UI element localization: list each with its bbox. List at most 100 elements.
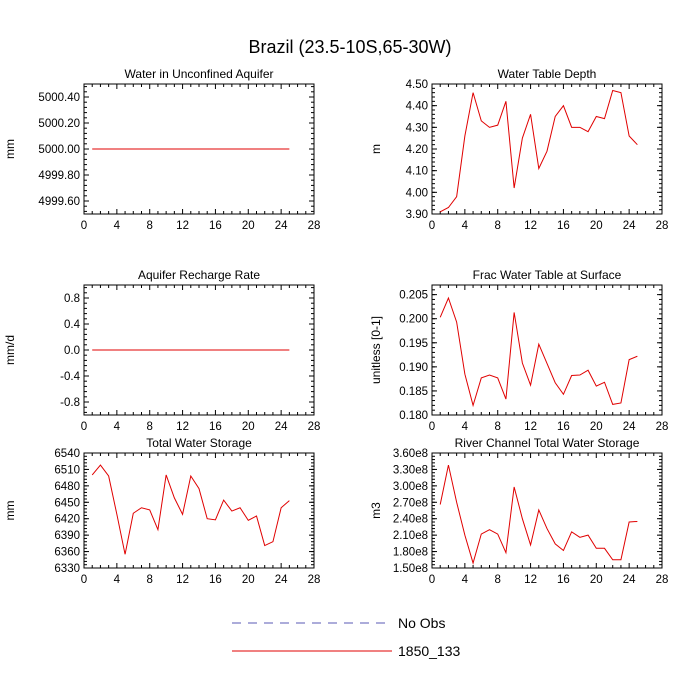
y-tick-label: 1.80e8 (393, 547, 428, 559)
y-tick-label: 1.50e8 (393, 563, 428, 575)
y-tick-label: 4.10 (406, 166, 428, 178)
series-line-1850_133 (439, 296, 638, 408)
x-tick-label: 28 (656, 220, 669, 232)
legend-label-2: 1850_133 (398, 643, 461, 659)
panel-4: Frac Water Table at Surface 0 4 8 12 16 20 24 28… (369, 268, 668, 433)
x-tick-label: 4 (114, 421, 121, 433)
x-tick-label: 0 (429, 574, 435, 586)
x-tick-label: 24 (623, 421, 636, 433)
y-tick-label: 3.90 (406, 209, 428, 221)
x-tick-label: 4 (462, 421, 469, 433)
x-tick-label: 12 (524, 220, 537, 232)
x-tick-label: 8 (495, 220, 501, 232)
y-tick-label: -0.8 (60, 397, 80, 409)
x-tick-label: 0 (429, 220, 435, 232)
y-tick-label: 2.70e8 (393, 497, 428, 509)
y-tick-label: 0.4 (64, 319, 81, 331)
x-tick-label: 12 (176, 574, 189, 586)
x-tick-label: 24 (275, 421, 288, 433)
y-tick-label: 5000.00 (38, 144, 80, 156)
y-tick-label: 4.00 (406, 187, 428, 199)
panel-3: Aquifer Recharge Rate 0 4 8 12 16 20 24 28 0.8 0.4… (3, 268, 320, 433)
series-line-1850_133 (439, 464, 638, 565)
x-tick-label: 20 (242, 421, 255, 433)
y-tick-label: 4999.80 (38, 170, 80, 182)
y-axis-label: mm/d (3, 335, 17, 365)
x-tick-label: 0 (81, 220, 87, 232)
x-tick-label: 24 (275, 574, 288, 586)
y-tick-label: 4.50 (406, 79, 428, 91)
y-tick-label: 6360 (54, 547, 80, 559)
x-tick-label: 8 (147, 574, 153, 586)
panel-5: Total Water Storage 0 4 8 12 16 20 24 28 6540 6510… (3, 436, 320, 586)
y-tick-label: 0.205 (399, 290, 428, 302)
y-tick-label: 2.10e8 (393, 530, 428, 542)
y-tick-label: 2.40e8 (393, 514, 428, 526)
x-tick-label: 28 (308, 220, 321, 232)
x-tick-label: 8 (495, 574, 501, 586)
x-tick-label: 28 (308, 574, 321, 586)
y-tick-label: 4.30 (406, 122, 428, 134)
x-tick-label: 28 (656, 421, 669, 433)
y-tick-label: 0.195 (399, 338, 428, 350)
plot-frame (431, 452, 663, 569)
x-tick-label: 4 (462, 220, 469, 232)
x-tick-label: 16 (209, 574, 222, 586)
plot-frame (431, 284, 663, 416)
x-tick-label: 4 (114, 220, 121, 232)
y-tick-label: 5000.20 (38, 118, 80, 130)
panel-title: River Channel Total Water Storage (455, 436, 640, 450)
series-line-1850_133 (439, 89, 638, 213)
x-tick-label: 8 (495, 421, 501, 433)
x-tick-label: 0 (429, 421, 435, 433)
y-tick-label: 4.20 (406, 144, 428, 156)
y-tick-label: 3.30e8 (393, 464, 428, 476)
x-tick-label: 16 (557, 421, 570, 433)
legend: No Obs 1850_133 (232, 615, 461, 659)
y-tick-label: 6450 (54, 497, 80, 509)
x-tick-label: 12 (176, 220, 189, 232)
x-tick-label: 28 (308, 421, 321, 433)
x-tick-label: 24 (275, 220, 288, 232)
y-tick-label: 0.190 (399, 362, 428, 374)
y-tick-label: 6330 (54, 563, 80, 575)
panel-title: Water in Unconfined Aquifer (125, 67, 274, 81)
x-tick-label: 20 (242, 220, 255, 232)
x-tick-label: 16 (209, 421, 222, 433)
x-tick-label: 12 (524, 574, 537, 586)
x-tick-label: 20 (590, 220, 603, 232)
y-tick-label: 3.60e8 (393, 448, 428, 460)
y-tick-label: 4.40 (406, 101, 428, 113)
panel-2: Water Table Depth 0 4 8 12 16 20 24 28 4.50 4.40 4.… (369, 67, 668, 232)
x-tick-label: 0 (81, 574, 87, 586)
y-tick-label: 0.185 (399, 386, 428, 398)
series-line-1850_133 (91, 464, 290, 555)
x-tick-label: 24 (623, 220, 636, 232)
y-axis-label: mm (3, 501, 17, 521)
panel-title: Frac Water Table at Surface (473, 268, 622, 282)
y-tick-label: 5000.40 (38, 92, 80, 104)
y-tick-label: 0.0 (64, 345, 80, 357)
x-tick-label: 0 (81, 421, 87, 433)
panel-1: Water in Unconfined Aquifer 0 4 8 12 16 20 24 28… (3, 67, 320, 232)
x-tick-label: 28 (656, 574, 669, 586)
panel-title: Aquifer Recharge Rate (138, 268, 260, 282)
x-tick-label: 20 (590, 421, 603, 433)
x-tick-label: 4 (462, 574, 469, 586)
y-tick-label: -0.4 (60, 371, 80, 383)
x-tick-label: 20 (590, 574, 603, 586)
y-tick-label: 3.00e8 (393, 481, 428, 493)
y-axis-label: m3 (369, 502, 383, 519)
y-tick-label: 6420 (54, 514, 80, 526)
y-tick-label: 4999.60 (38, 196, 80, 208)
y-tick-label: 0.180 (399, 410, 428, 422)
y-tick-label: 0.8 (64, 293, 80, 305)
y-tick-label: 6480 (54, 481, 80, 493)
plot-frame (431, 83, 663, 215)
x-tick-label: 4 (114, 574, 121, 586)
y-tick-label: 6390 (54, 530, 80, 542)
plot-frame (83, 452, 315, 569)
x-tick-label: 8 (147, 421, 153, 433)
x-tick-label: 12 (524, 421, 537, 433)
